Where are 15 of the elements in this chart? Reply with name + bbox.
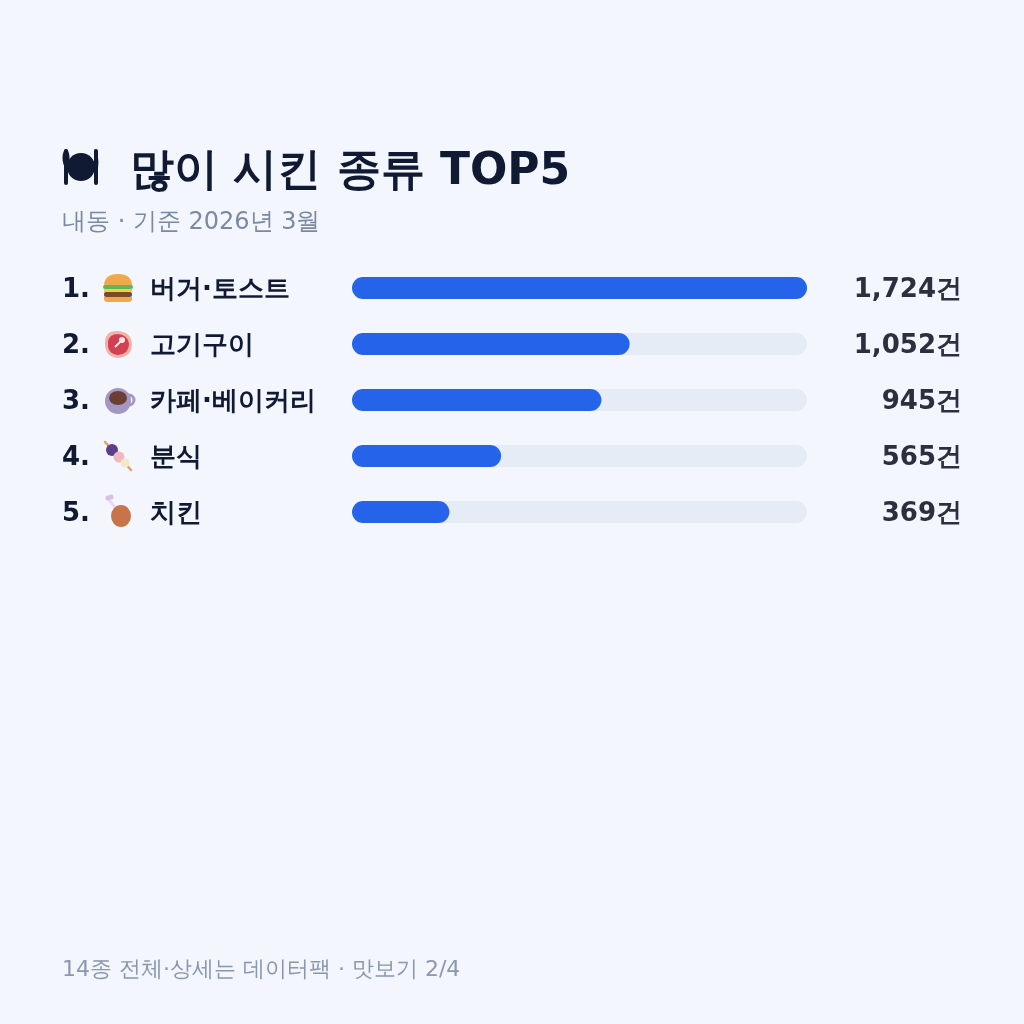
data-label: 1,052건: [853, 329, 962, 360]
category-label: 2. 고기구이: [62, 329, 254, 360]
data-label: 945건: [881, 385, 962, 416]
bar: [352, 501, 450, 523]
data-label: 565건: [881, 441, 962, 472]
category-label: 1. 버거·토스트: [62, 273, 290, 304]
data-label: 1,724건: [853, 273, 962, 304]
data-label: 369건: [881, 497, 962, 528]
category-label: 5. 치킨: [62, 497, 202, 528]
chart-subtitle: 내동 · 기준 2026년 3월: [62, 207, 321, 235]
category-label: 4. 분식: [62, 441, 202, 472]
category-label: 3. 카페·베이커리: [62, 385, 316, 416]
chart-title: 많이 시킨 종류 TOP5: [130, 143, 571, 194]
text: 14종 전체·상세는 데이터팩 · 맛보기 2/4: [62, 956, 461, 981]
bar: [352, 277, 807, 299]
